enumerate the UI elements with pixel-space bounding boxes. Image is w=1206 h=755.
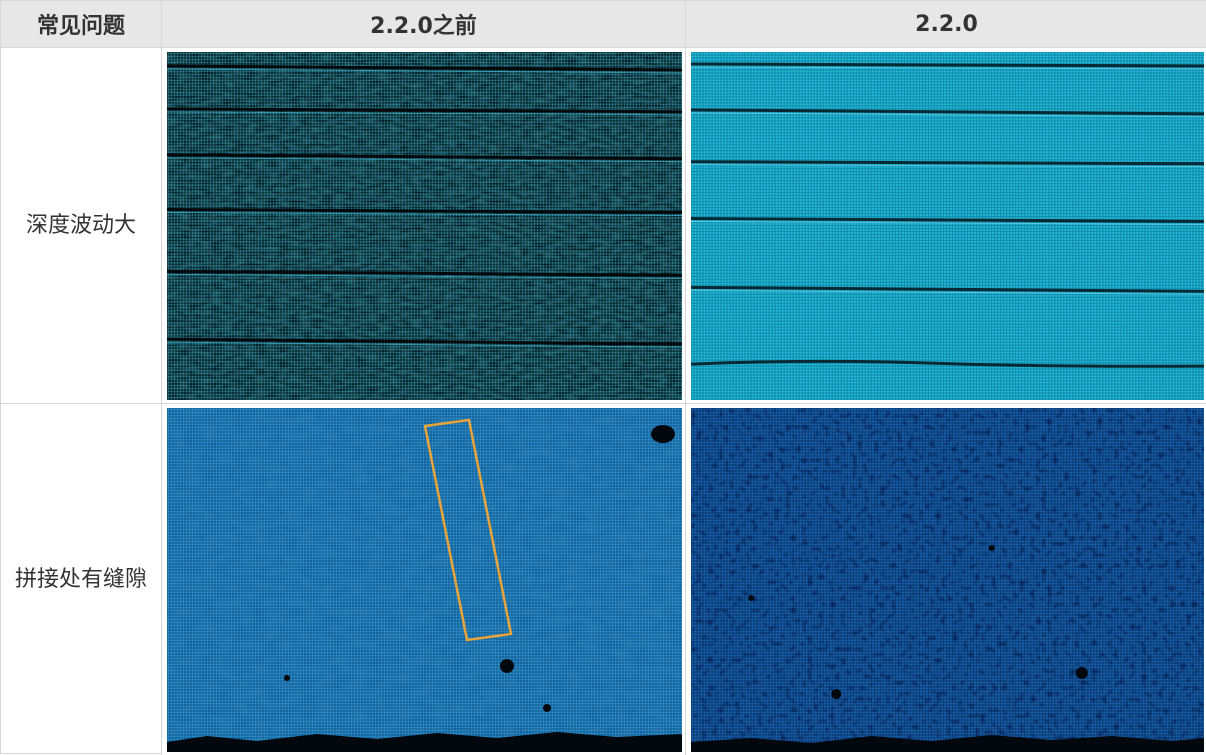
- point-cloud-image-noisy: [167, 52, 682, 400]
- point-cloud-image-gap: [167, 408, 682, 752]
- point-cloud-image-stitched: [691, 408, 1204, 752]
- image-cell-row1-after: [686, 48, 1206, 404]
- image-cell-row1-before: [162, 48, 686, 404]
- point-cloud-image-smooth: [691, 52, 1204, 400]
- issue-label-stitching-gap: 拼接处有缝隙: [1, 404, 162, 755]
- header-before: 2.2.0之前: [162, 1, 686, 48]
- image-cell-row2-after: [686, 404, 1206, 755]
- stitching-gap-highlight-box: [423, 418, 513, 642]
- header-issue: 常见问题: [1, 1, 162, 48]
- image-cell-row2-before: [162, 404, 686, 755]
- issue-label-depth-fluctuation: 深度波动大: [1, 48, 162, 404]
- header-after: 2.2.0: [686, 1, 1206, 48]
